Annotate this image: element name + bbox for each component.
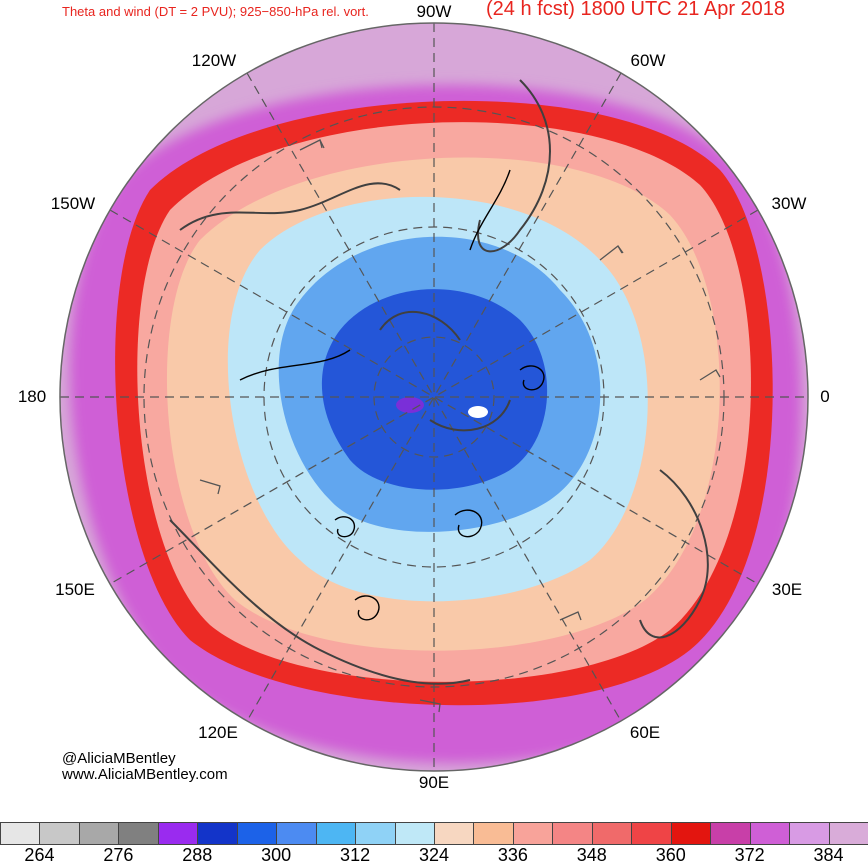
credit-handle: @AliciaMBentley	[62, 750, 176, 767]
lon-label-150w: 150W	[50, 194, 96, 213]
lon-label-90e: 90E	[418, 773, 450, 792]
colorbar-cell	[789, 822, 830, 845]
credit-website: www.AliciaMBentley.com	[62, 766, 228, 783]
vorticity-swirl	[334, 516, 356, 538]
wind-barb	[699, 369, 721, 381]
colorbar-cell	[197, 822, 238, 845]
latitude-circle-80n	[373, 336, 495, 458]
lon-label-150e: 150E	[55, 580, 95, 599]
lon-label-0: 0	[820, 387, 830, 406]
lon-label-30e: 30E	[771, 580, 803, 599]
colorbar-cell	[710, 822, 751, 845]
colorbar-cell	[78, 822, 120, 845]
polar-stereographic-map	[59, 22, 809, 772]
lon-label-120e: 120E	[198, 723, 238, 742]
meridian-150w-30e	[109, 209, 759, 585]
map-title-left: Theta and wind (DT = 2 PVU); 925−850-hPa…	[62, 4, 369, 19]
vorticity-swirl	[454, 509, 483, 538]
vorticity-swirl	[354, 595, 380, 621]
polar-vortex-center	[396, 397, 424, 413]
wind-barb	[419, 699, 441, 713]
colorbar-cell	[315, 822, 357, 845]
north-america-coast	[179, 182, 401, 231]
meridian-120w-60e	[246, 72, 622, 722]
colorbar-cell	[118, 822, 159, 845]
map-boundary	[59, 22, 809, 772]
vorticity-streak	[239, 349, 351, 381]
colorbar-cell	[512, 822, 554, 845]
graticule	[60, 23, 808, 771]
wind-barbs	[199, 139, 721, 713]
greenland-coast	[477, 79, 551, 253]
colorbar-cell	[236, 822, 278, 845]
vorticity-contours	[239, 169, 545, 621]
vorticity-swirl	[519, 365, 545, 391]
colorbar-cell	[394, 822, 435, 845]
colorbar-tick-label: 288	[182, 845, 213, 865]
colorbar-cell	[39, 822, 80, 845]
colorbar-cell	[276, 822, 317, 845]
meridian-30w-150e	[109, 209, 759, 585]
lon-label-180: 180	[17, 387, 47, 406]
colorbar-tick-label: 324	[418, 845, 450, 865]
colorbar-tick-label: 336	[497, 845, 528, 865]
map-title-right: (24 h fcst) 1800 UTC 21 Apr 2018	[486, 0, 786, 20]
lon-label-120w: 120W	[191, 51, 237, 70]
colorbar-cell	[355, 822, 396, 845]
colorbar-cell	[433, 822, 475, 845]
colorbar-tick-label: 384	[813, 845, 844, 865]
colorbar-cell	[552, 822, 593, 845]
colorbar-tick-label: 300	[261, 845, 292, 865]
colorbar-tick-label: 348	[576, 845, 607, 865]
colorbar-cell	[473, 822, 514, 845]
colorbar-tick-label: 360	[655, 845, 686, 865]
white-spot	[468, 406, 488, 418]
colorbar-tick-label: 372	[734, 845, 765, 865]
colorbar-cell	[670, 822, 712, 845]
wind-barb	[599, 245, 624, 261]
lon-label-30w: 30W	[771, 194, 807, 213]
colorbar-cell	[749, 822, 791, 845]
colorbar-tick-label: 276	[103, 845, 134, 865]
europe-coast	[639, 469, 709, 639]
coastlines	[169, 79, 709, 685]
asia-coast	[169, 519, 471, 685]
lon-label-60e: 60E	[629, 723, 661, 742]
colorbar-tick-label: 312	[340, 845, 371, 865]
colorbar-cell	[157, 822, 199, 845]
vorticity-streak	[469, 169, 511, 251]
colorbar-cell	[591, 822, 633, 845]
meridian-60w-120e	[246, 72, 622, 722]
colorbar-cell	[631, 822, 672, 845]
colorbar-tick-label: 264	[24, 845, 55, 865]
theta-colorbar	[0, 822, 868, 845]
lon-label-60w: 60W	[630, 51, 666, 70]
arctic-islands	[379, 311, 511, 432]
colorbar-cell	[0, 822, 41, 845]
wind-barb	[559, 611, 582, 621]
colorbar-cell	[828, 822, 868, 845]
lon-label-90w: 90W	[416, 2, 452, 21]
wind-barb	[299, 139, 325, 151]
wind-barb	[199, 479, 221, 495]
